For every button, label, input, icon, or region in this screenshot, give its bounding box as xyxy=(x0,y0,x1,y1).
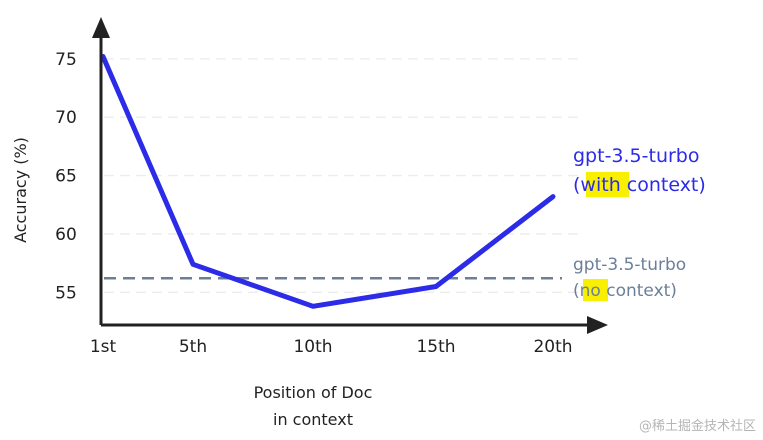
x-tick-labels: 1st 5th 10th 15th 20th xyxy=(90,337,573,357)
x-tick-label: 10th xyxy=(293,337,332,357)
no-highlight-box xyxy=(583,279,608,301)
x-axis-arrowhead xyxy=(587,316,608,334)
y-tick-label: 65 xyxy=(55,167,77,187)
no-context-label-line-2: (no context) xyxy=(573,281,677,301)
y-axis-arrowhead xyxy=(92,17,110,38)
watermark-text: @稀土掘金技术社区 xyxy=(639,418,756,434)
x-tick-label: 5th xyxy=(179,337,207,357)
x-tick-label: 15th xyxy=(416,337,455,357)
gridlines xyxy=(104,58,580,293)
x-tick-label: 20th xyxy=(533,337,572,357)
x-tick-label: 1st xyxy=(90,337,117,357)
y-tick-labels: 55 60 65 70 75 xyxy=(55,50,77,303)
y-axis-title: Accuracy (%) xyxy=(11,137,30,243)
x-axis-title-line-1: Position of Doc xyxy=(254,383,373,402)
with-context-series-line xyxy=(100,54,556,309)
with-highlight-box xyxy=(586,172,629,197)
with-context-label-line-2: (with context) xyxy=(573,174,706,196)
y-tick-label: 75 xyxy=(55,50,77,70)
y-tick-label: 70 xyxy=(55,108,77,128)
no-context-label-line-1: gpt-3.5-turbo xyxy=(573,255,686,275)
y-tick-label: 60 xyxy=(55,225,77,245)
x-axis-title-line-2: in context xyxy=(273,410,353,429)
y-tick-label: 55 xyxy=(55,283,77,303)
with-context-label-line-1: gpt-3.5-turbo xyxy=(573,145,700,167)
